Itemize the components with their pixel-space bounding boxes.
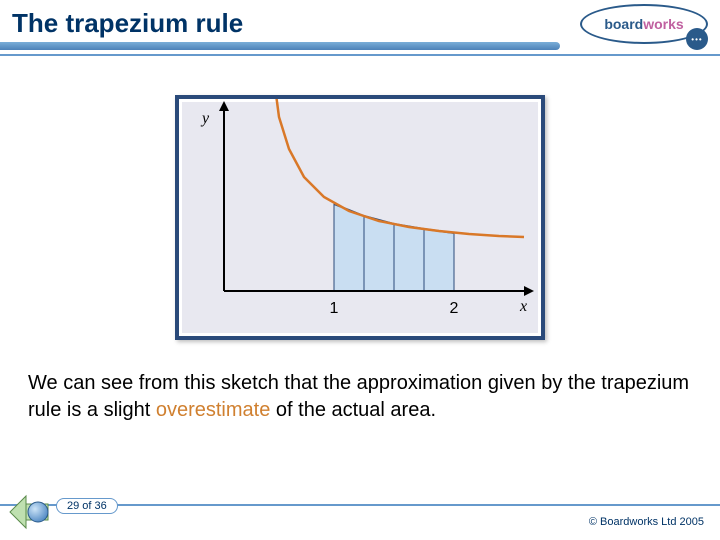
y-axis-label: y <box>200 110 210 127</box>
logo-dots-icon: ••• <box>686 28 708 50</box>
arrow-head-icon <box>10 496 26 528</box>
slide-title: The trapezium rule <box>12 8 243 39</box>
arrow-sphere-icon <box>28 502 48 522</box>
svg-text:1: 1 <box>330 300 339 317</box>
x-tick-labels: 12 <box>330 300 459 317</box>
prev-arrow-button[interactable] <box>8 490 52 534</box>
curve <box>274 99 524 237</box>
page-indicator: 29 of 36 <box>56 498 118 514</box>
title-bar: The trapezium rule boardworks ••• <box>0 0 720 56</box>
x-axis-label: x <box>519 298 527 315</box>
graph-panel: y x 12 <box>175 95 545 340</box>
y-axis-arrow-icon <box>219 101 229 111</box>
caption-post: of the actual area. <box>270 399 436 421</box>
copyright-text: © Boardworks Ltd 2005 <box>589 516 704 528</box>
caption-highlight: overestimate <box>156 399 271 421</box>
logo-text-works: works <box>643 16 683 32</box>
logo: boardworks ••• <box>580 4 710 48</box>
graph-svg: y x 12 <box>179 99 541 336</box>
svg-text:2: 2 <box>450 300 459 317</box>
trapezium-strips <box>334 204 454 291</box>
x-axis-arrow-icon <box>524 286 534 296</box>
title-underline <box>0 42 560 50</box>
caption-text: We can see from this sketch that the app… <box>28 370 692 424</box>
logo-text-board: board <box>604 16 643 32</box>
